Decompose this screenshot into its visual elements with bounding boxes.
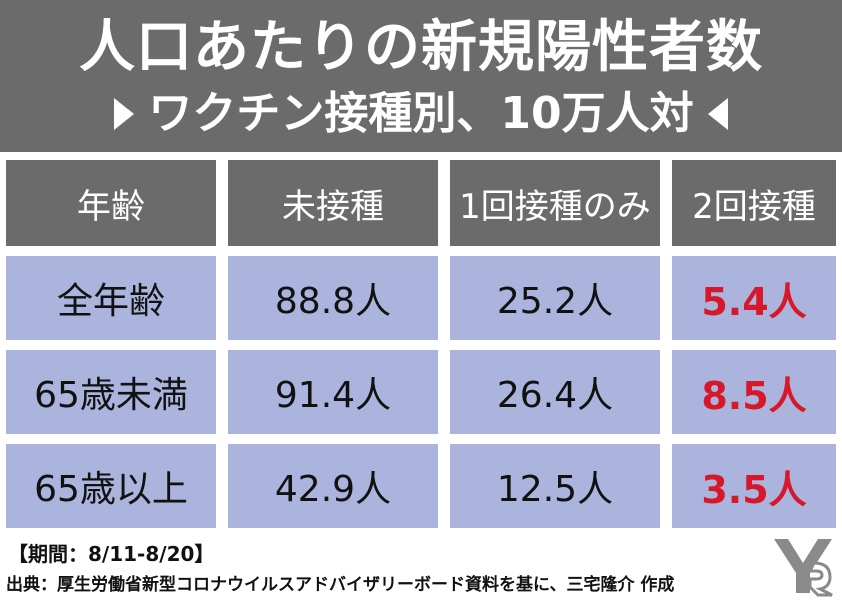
header-two-dose: 2回接種: [672, 160, 836, 246]
cell-over65-two-dose: 3.5人: [672, 444, 836, 528]
row-label-over65: 65歳以上: [6, 444, 216, 528]
cell-all-unvaccinated: 88.8人: [228, 256, 438, 340]
header-age: 年齢: [6, 160, 216, 246]
header-one-dose: 1回接種のみ: [450, 160, 660, 246]
cell-over65-unvaccinated: 42.9人: [228, 444, 438, 528]
cell-under65-one-dose: 26.4人: [450, 350, 660, 434]
period-label: 【期間：8/11-8/20】: [8, 542, 215, 566]
chart-title: 人口あたりの新規陽性者数: [79, 15, 763, 80]
data-table: 年齢 未接種 1回接種のみ 2回接種 全年齢 88.8人 25.2人 5.4人 …: [0, 160, 842, 530]
source-label: 出典：厚生労働省新型コロナウイルスアドバイザリーボード資料を基に、三宅隆介 作成: [6, 575, 675, 595]
triangle-left-icon: [707, 98, 728, 130]
chart-subtitle: ワクチン接種別、10万人対: [148, 88, 694, 139]
row-label-all: 全年齢: [6, 256, 216, 340]
cell-under65-two-dose: 8.5人: [672, 350, 836, 434]
cell-all-one-dose: 25.2人: [450, 256, 660, 340]
row-label-under65: 65歳未満: [6, 350, 216, 434]
title-banner: 人口あたりの新規陽性者数 ワクチン接種別、10万人対: [0, 0, 842, 152]
chart-subtitle-row: ワクチン接種別、10万人対: [0, 84, 842, 144]
header-unvaccinated: 未接種: [228, 160, 438, 246]
cell-over65-one-dose: 12.5人: [450, 444, 660, 528]
cell-under65-unvaccinated: 91.4人: [228, 350, 438, 434]
logo-mark-icon: [774, 539, 833, 597]
cell-all-two-dose: 5.4人: [672, 256, 836, 340]
triangle-right-icon: [114, 98, 135, 130]
